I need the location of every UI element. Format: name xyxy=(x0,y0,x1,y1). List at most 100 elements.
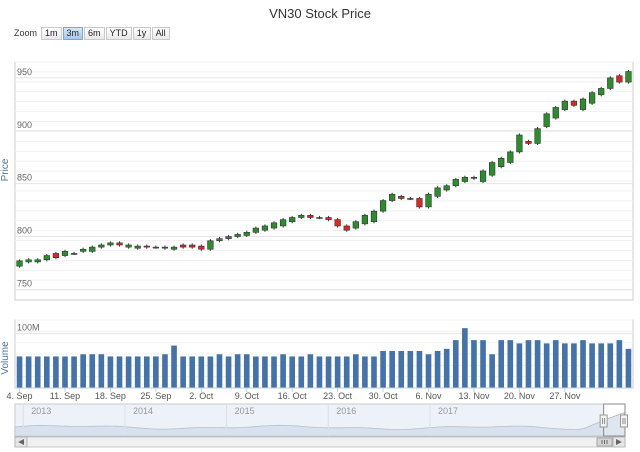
candle-up xyxy=(243,232,250,236)
volume-bar xyxy=(253,356,259,388)
zoom-1y-button[interactable]: 1y xyxy=(132,26,151,40)
grip-lines-icon xyxy=(622,418,626,424)
volume-bar xyxy=(543,343,550,388)
candle-up xyxy=(479,170,487,182)
navigator-year-label: 2015 xyxy=(235,406,255,416)
price-grid xyxy=(14,61,634,301)
volume-bar xyxy=(225,356,232,388)
candle-up xyxy=(561,100,568,110)
candle-up xyxy=(407,198,414,200)
candle-up xyxy=(507,151,514,163)
volume-bar xyxy=(389,351,395,388)
candle-up xyxy=(270,222,278,229)
scrollbar-track[interactable] xyxy=(14,436,626,448)
zoom-ytd-button[interactable]: YTD xyxy=(105,26,132,40)
candle-down xyxy=(470,176,478,179)
volume-bar xyxy=(325,356,332,388)
volume-bar xyxy=(25,356,32,388)
candle-up xyxy=(352,221,359,229)
navigator-scrollbar[interactable] xyxy=(14,436,626,448)
volume-bar xyxy=(271,356,277,388)
candle-down xyxy=(525,141,532,144)
candle-up xyxy=(170,246,178,250)
zoom-bar: Zoom 1m 3m 6m YTD 1y All xyxy=(14,26,171,40)
volume-bar xyxy=(234,354,241,388)
candle-up xyxy=(552,107,559,119)
volume-bar xyxy=(362,356,368,388)
grip-lines-icon xyxy=(602,418,606,424)
volume-bar xyxy=(571,343,577,388)
x-axis-label: 2. Oct xyxy=(189,391,214,401)
zoom-6m-button[interactable]: 6m xyxy=(84,26,105,40)
candle-up xyxy=(389,193,396,201)
zoom-1m-button[interactable]: 1m xyxy=(41,26,62,40)
volume-bar xyxy=(16,356,23,388)
volume-axis-title: Volume xyxy=(0,341,11,375)
x-axis-label: 27. Nov xyxy=(549,391,581,401)
x-axis-label: 16. Oct xyxy=(278,391,308,401)
volume-bar xyxy=(371,356,377,388)
candle-up xyxy=(161,246,169,249)
candle-down xyxy=(416,198,423,208)
candle-up xyxy=(80,248,87,252)
volume-series xyxy=(16,328,632,388)
volume-bar xyxy=(153,356,159,388)
candle-up xyxy=(43,255,50,261)
navigator[interactable]: 2013 2014 2015 2016 2017 xyxy=(14,403,628,437)
zoom-3m-button[interactable]: 3m xyxy=(62,26,84,40)
candle-down xyxy=(334,219,341,227)
candle-up xyxy=(534,128,541,144)
navigator-handle-grip xyxy=(620,414,628,428)
volume-bar xyxy=(34,356,41,388)
x-axis-label: 18. Sep xyxy=(95,391,126,401)
candle-up xyxy=(452,179,459,187)
price-tick-label: 950 xyxy=(17,67,32,77)
volume-bar xyxy=(407,351,414,388)
volume-bar xyxy=(580,340,586,388)
volume-bar xyxy=(98,354,105,388)
x-axis-label: 20. Nov xyxy=(504,391,536,401)
volume-bar xyxy=(143,356,150,388)
zoom-all-button[interactable]: All xyxy=(151,26,170,40)
candle-up xyxy=(370,210,378,223)
volume-bar xyxy=(552,340,559,388)
volume-bar xyxy=(43,356,50,388)
volume-bar xyxy=(398,351,405,388)
navigator-handle[interactable] xyxy=(599,414,628,428)
volume-bar xyxy=(525,340,532,388)
volume-bar xyxy=(516,343,523,388)
volume-bar xyxy=(625,348,632,388)
x-axis-label: 9. Oct xyxy=(235,391,260,401)
candle-up xyxy=(443,185,450,191)
volume-bar xyxy=(462,328,468,388)
candle-up xyxy=(379,200,387,212)
volume-bar xyxy=(316,356,323,388)
candlestick-series xyxy=(16,69,632,268)
volume-axis-ticks: 100M xyxy=(17,323,40,333)
candle-up xyxy=(234,234,241,237)
price-pane: Price 750 800 850 900 950 xyxy=(0,61,634,301)
candle-up xyxy=(107,242,114,246)
volume-bar xyxy=(198,356,205,388)
candle-down xyxy=(570,100,578,106)
volume-bar xyxy=(380,351,386,388)
price-axis-ticks: 750 800 850 900 950 xyxy=(17,67,32,289)
candle-up xyxy=(543,113,550,127)
volume-bar xyxy=(425,354,432,388)
volume-bar xyxy=(116,356,123,388)
volume-tick-label: 100M xyxy=(17,323,40,333)
volume-bar xyxy=(434,351,441,388)
candle-up xyxy=(98,244,105,248)
volume-bar xyxy=(307,354,314,388)
volume-bar xyxy=(562,343,568,388)
volume-bar xyxy=(498,340,505,388)
candle-down xyxy=(398,196,405,199)
candle-down xyxy=(143,245,150,248)
candle-up xyxy=(361,215,369,225)
navigator-year-label: 2016 xyxy=(336,406,356,416)
volume-bar xyxy=(589,343,595,388)
candle-up xyxy=(461,176,468,182)
volume-bar xyxy=(71,356,77,388)
